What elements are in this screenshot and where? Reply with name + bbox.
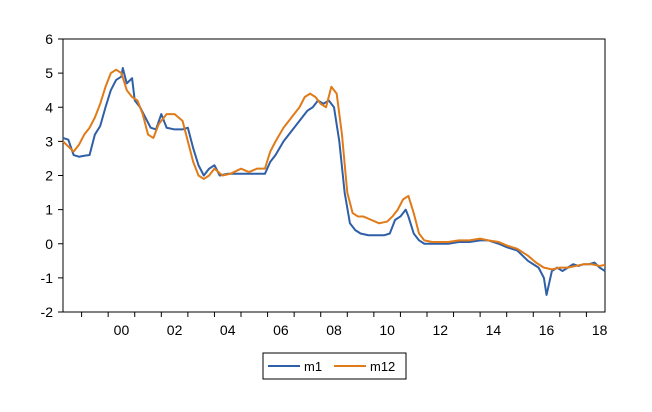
y-tick-label: 4 xyxy=(45,99,53,115)
legend-label-m12: m12 xyxy=(370,359,395,374)
x-tick-label: 14 xyxy=(486,322,502,338)
y-tick-label: 5 xyxy=(45,65,53,81)
x-tick-label: 08 xyxy=(326,322,342,338)
legend-label-m1: m1 xyxy=(304,359,322,374)
x-tick-label: 16 xyxy=(539,322,555,338)
x-tick-label: 02 xyxy=(167,322,183,338)
x-tick-label: 12 xyxy=(432,322,448,338)
y-tick-label: -2 xyxy=(41,304,54,320)
x-tick-label: 06 xyxy=(273,322,289,338)
x-axis: 00 02 04 06 08 10 12 14 16 18 xyxy=(81,312,608,338)
y-tick-label: -1 xyxy=(41,270,54,286)
x-tick-label: 00 xyxy=(114,322,130,338)
plot-area-frame xyxy=(62,38,606,313)
y-tick-label: 0 xyxy=(45,236,53,252)
y-axis: -2 -1 0 1 2 3 4 5 6 xyxy=(41,31,63,320)
x-tick-label: 04 xyxy=(220,322,236,338)
y-tick-label: 1 xyxy=(45,202,53,218)
y-tick-label: 2 xyxy=(45,168,53,184)
x-tick-label: 10 xyxy=(379,322,395,338)
series-line-m1 xyxy=(62,67,606,296)
legend: m1 m12 xyxy=(262,352,407,380)
y-tick-label: 6 xyxy=(45,31,53,47)
x-tick-label: 18 xyxy=(592,322,608,338)
series-line-m12 xyxy=(62,68,606,271)
y-tick-label: 3 xyxy=(45,133,53,149)
series-layer xyxy=(62,67,606,296)
